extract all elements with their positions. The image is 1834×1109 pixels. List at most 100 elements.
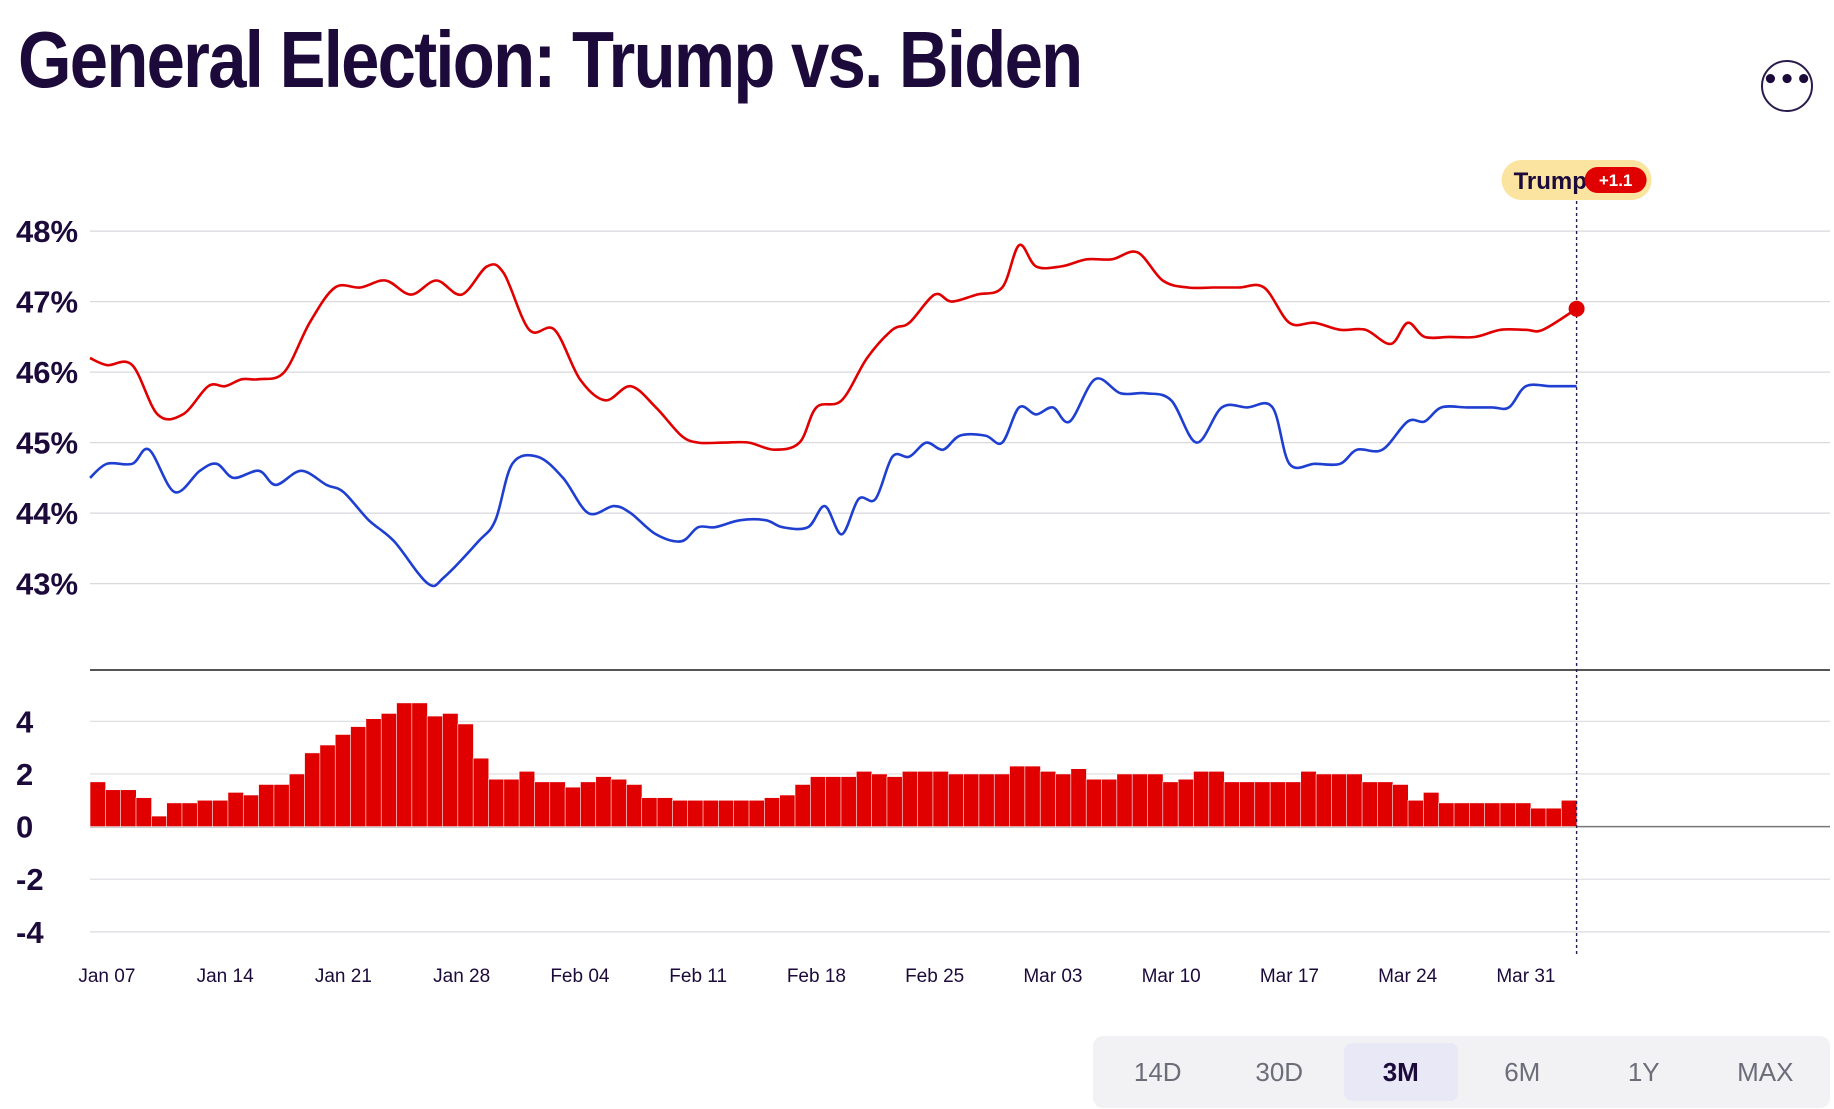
lead-bar <box>1392 784 1409 827</box>
lead-bar <box>273 784 290 827</box>
lead-bar <box>687 799 704 827</box>
more-options-button[interactable]: ••• <box>1761 60 1813 112</box>
lead-bar <box>151 815 168 827</box>
lead-bar <box>380 713 398 827</box>
lead-bar <box>1315 773 1332 827</box>
lead-bar <box>840 776 857 827</box>
poll-chart: 48%47%46%45%44%43% 420-2-4 Jan 07 Jan 14 J… <box>16 160 1830 987</box>
lead-bar <box>595 776 612 827</box>
lead-bar <box>442 713 459 827</box>
lead-bar <box>656 797 673 827</box>
lead-bar <box>1039 771 1057 827</box>
lead-bar <box>1055 773 1072 827</box>
bar-chart-y-axis: 4 2 0 -2 -4 <box>16 704 44 950</box>
lead-bar <box>1484 802 1501 827</box>
range-button-3m[interactable]: 3M <box>1344 1043 1458 1101</box>
line-y-tick-label: 44% <box>16 496 78 531</box>
lead-bar <box>1239 781 1256 827</box>
line-y-tick-label: 48% <box>16 214 78 249</box>
lead-bar <box>779 794 796 827</box>
range-button-6m[interactable]: 6M <box>1504 1056 1541 1087</box>
lead-bar <box>549 781 566 827</box>
bar-y-tick-label: 0 <box>16 810 33 845</box>
lead-bar <box>1208 771 1225 827</box>
x-tick-label: Mar 03 <box>1023 966 1082 987</box>
lead-bar <box>901 771 919 827</box>
lead-bar <box>1009 765 1026 827</box>
line-y-tick-label: 43% <box>16 567 78 602</box>
time-range-selector: 14D 30D 3M 6M 1Y MAX <box>1093 1036 1830 1108</box>
lead-bar <box>1131 773 1149 827</box>
lead-bar <box>1024 765 1041 827</box>
x-tick-label: Jan 21 <box>315 966 372 987</box>
lead-bar <box>886 776 903 827</box>
lead-bar <box>396 702 413 827</box>
lead-bar <box>733 799 750 827</box>
lead-bar <box>1499 802 1516 827</box>
lead-bar <box>411 702 428 827</box>
lead-bar <box>1162 781 1179 827</box>
lead-bar <box>626 784 643 827</box>
page-title: General Election: Trump vs. Biden <box>18 15 1083 104</box>
lead-bar <box>1177 778 1195 827</box>
lead-bar <box>212 799 229 827</box>
lead-bar <box>426 715 444 827</box>
lead-bar <box>518 771 536 827</box>
lead-bar <box>1545 807 1562 827</box>
lead-bar <box>1101 778 1118 827</box>
lead-bar <box>457 723 474 827</box>
x-tick-label: Jan 07 <box>78 966 135 987</box>
lead-bar <box>963 773 980 827</box>
lead-bar <box>978 773 995 827</box>
trump-latest-point-marker[interactable] <box>1568 300 1585 317</box>
lead-bar <box>258 784 275 827</box>
lead-bar <box>1530 807 1547 827</box>
bar-chart-bars <box>89 702 1578 827</box>
lead-bar <box>947 773 965 827</box>
x-axis: Jan 07 Jan 14 Jan 21 Jan 28 Feb 04 Feb 11 Feb … <box>78 966 1555 987</box>
lead-bar <box>641 797 658 827</box>
lead-bar <box>1085 778 1103 827</box>
lead-bar <box>1377 781 1394 827</box>
x-tick-label: Mar 10 <box>1142 966 1201 987</box>
leader-badge-lead-pill <box>1584 167 1647 193</box>
lead-bar <box>993 773 1011 827</box>
lead-bar <box>1515 802 1532 827</box>
lead-bar <box>227 792 244 827</box>
trump-series-line <box>89 243 1578 451</box>
line-y-tick-label: 47% <box>16 285 78 320</box>
x-tick-label: Mar 24 <box>1378 966 1438 987</box>
more-horizontal-icon: ••• <box>1762 65 1812 95</box>
lead-bar <box>472 757 490 827</box>
x-tick-label: Feb 04 <box>550 966 610 987</box>
lead-bar <box>610 778 628 827</box>
range-button-14d[interactable]: 14D <box>1133 1056 1182 1087</box>
range-button-max[interactable]: MAX <box>1737 1056 1794 1087</box>
lead-bar <box>488 778 505 827</box>
lead-bar <box>120 789 137 827</box>
lead-bar <box>105 789 122 827</box>
lead-bar <box>580 781 597 827</box>
lead-bar <box>1285 781 1302 827</box>
lead-bar <box>89 781 106 827</box>
bar-y-tick-label: -4 <box>16 915 44 950</box>
lead-bar <box>932 771 949 827</box>
lead-bar <box>871 773 888 827</box>
lead-bar <box>1300 771 1317 827</box>
x-tick-label: Jan 28 <box>433 966 490 987</box>
range-button-1y[interactable]: 1Y <box>1627 1056 1660 1087</box>
range-button-30d[interactable]: 30D <box>1255 1056 1304 1087</box>
lead-bar <box>350 726 367 827</box>
lead-bar <box>242 794 260 827</box>
lead-bar <box>1147 773 1164 827</box>
lead-bar <box>534 781 551 827</box>
lead-bar <box>1070 768 1087 827</box>
line-chart-gridlines <box>90 230 1830 585</box>
lead-bar <box>1193 771 1210 827</box>
x-tick-label: Mar 31 <box>1496 966 1555 987</box>
lead-bar <box>917 771 934 827</box>
lead-bar <box>1453 802 1470 827</box>
biden-series-line <box>89 377 1577 588</box>
lead-bar <box>1223 781 1241 827</box>
x-tick-label: Feb 25 <box>905 966 964 987</box>
